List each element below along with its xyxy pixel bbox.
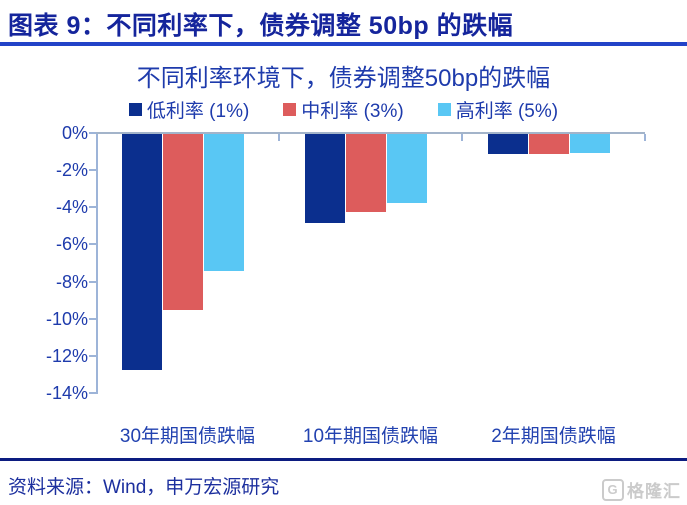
legend-item: 中利率 (3%) xyxy=(283,96,404,123)
y-axis-tick-mark xyxy=(89,354,96,357)
y-axis-tick-label: -14% xyxy=(45,382,88,403)
x-axis-tick-mark xyxy=(278,134,280,141)
y-axis-tick-label: -8% xyxy=(55,271,88,292)
bar-低利率 (1%)-10年期国债跌幅 xyxy=(305,134,345,223)
watermark-logo-text: 格隆汇 xyxy=(627,482,681,501)
watermark-logo: G 格隆汇 xyxy=(602,477,681,502)
source-note: 资料来源：Wind，申万宏源研究 xyxy=(8,477,280,498)
bar-高利率 (5%)-30年期国债跌幅 xyxy=(204,134,244,271)
zero-baseline xyxy=(96,132,645,134)
legend-label: 低利率 (1%) xyxy=(146,101,250,122)
x-axis-tick-mark xyxy=(461,134,463,141)
y-axis-tick-mark xyxy=(89,132,96,134)
y-axis-tick-mark xyxy=(89,243,96,246)
bar-低利率 (1%)-2年期国债跌幅 xyxy=(488,134,528,154)
bar-低利率 (1%)-30年期国债跌幅 xyxy=(122,134,162,370)
y-axis-tick-label: 0% xyxy=(61,123,88,143)
legend-item: 高利率 (5%) xyxy=(437,96,559,123)
category-label: 30年期国债跌幅 xyxy=(119,426,256,447)
footer-divider xyxy=(0,458,687,461)
header-divider xyxy=(0,42,687,46)
bar-高利率 (5%)-10年期国债跌幅 xyxy=(387,134,427,203)
y-axis-tick-mark xyxy=(89,169,96,172)
legend-label: 中利率 (3%) xyxy=(301,101,404,122)
bar-中利率 (3%)-2年期国债跌幅 xyxy=(529,134,569,154)
y-axis-tick-mark xyxy=(89,317,96,320)
legend: 低利率 (1%) 中利率 (3%) 高利率 (5%) xyxy=(0,96,687,123)
legend-item: 低利率 (1%) xyxy=(128,96,250,123)
y-axis-tick-label: -12% xyxy=(45,345,88,366)
y-axis-tick-label: -10% xyxy=(45,308,88,329)
x-axis-tick-mark xyxy=(644,134,646,141)
x-axis-category-labels: 30年期国债跌幅 10年期国债跌幅 2年期国债跌幅 xyxy=(96,421,645,448)
y-axis-tick-mark xyxy=(89,206,96,209)
category-label: 10年期国债跌幅 xyxy=(302,426,439,447)
chart-title: 不同利率环境下，债券调整50bp的跌幅 xyxy=(136,65,551,92)
category-label: 2年期国债跌幅 xyxy=(491,426,616,447)
figure-title: 图表 9：不同利率下，债券调整 50bp 的跌幅 xyxy=(8,12,514,40)
y-axis-tick-label: -4% xyxy=(55,197,88,218)
y-axis-line xyxy=(96,133,98,394)
legend-swatch-icon xyxy=(128,103,142,116)
bar-中利率 (3%)-10年期国债跌幅 xyxy=(346,134,386,212)
y-axis-tick-mark xyxy=(89,280,96,283)
legend-swatch-icon xyxy=(437,103,451,116)
y-axis-tick-label: -2% xyxy=(55,160,88,181)
gelonghui-G-icon: G xyxy=(602,478,624,501)
legend-swatch-icon xyxy=(283,103,297,116)
y-axis-tick-label: -6% xyxy=(55,234,88,255)
legend-label: 高利率 (5%) xyxy=(455,101,559,122)
y-axis-tick-mark xyxy=(89,391,96,394)
bar-中利率 (3%)-30年期国债跌幅 xyxy=(163,134,203,310)
bar-高利率 (5%)-2年期国债跌幅 xyxy=(570,134,610,153)
